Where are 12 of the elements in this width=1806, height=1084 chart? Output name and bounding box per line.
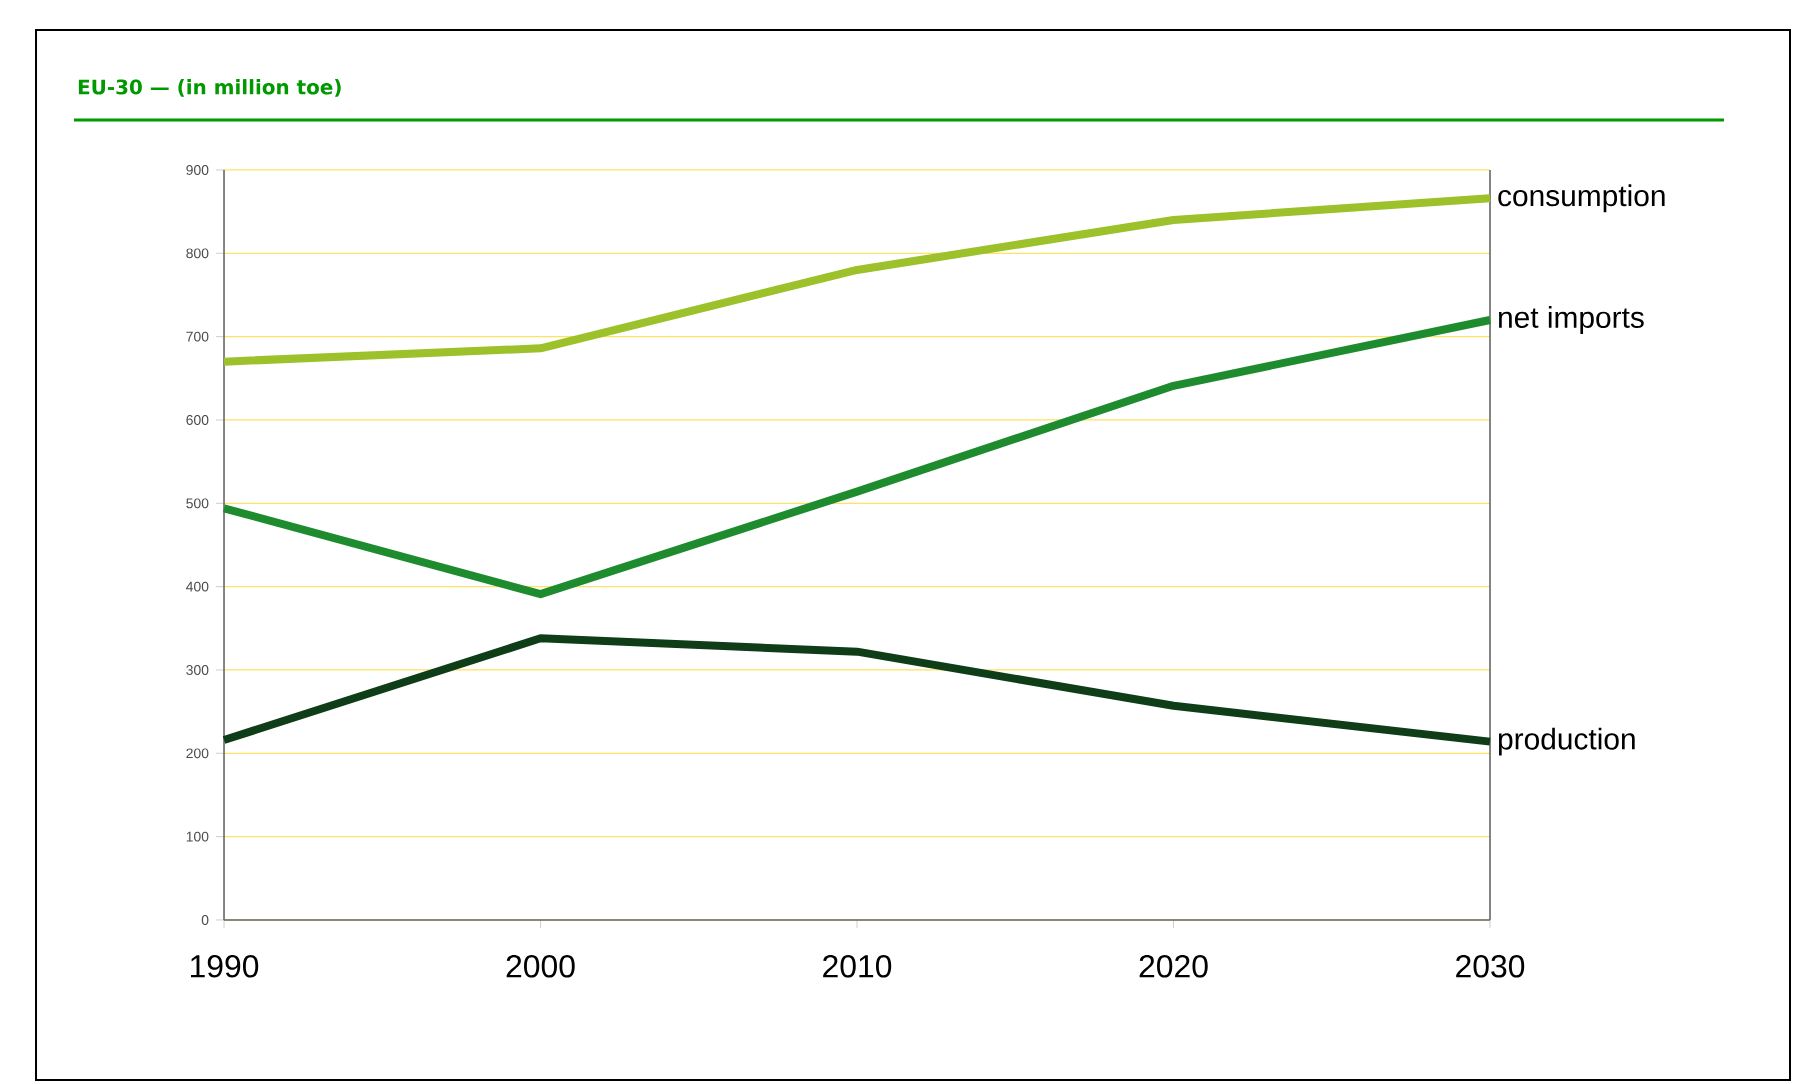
chart-title: EU-30 — (in million toe) (78, 79, 341, 97)
x-tick-label: 2000 (506, 955, 575, 978)
x-tick-label: 2030 (1456, 955, 1525, 978)
line-series (220, 634, 1495, 746)
series-label: consumption (1498, 184, 1665, 213)
x-tick-label: 1990 (190, 955, 259, 978)
series-label: production (1498, 727, 1635, 756)
line-series (220, 315, 1495, 599)
x-tick-label: 2020 (1139, 955, 1208, 978)
line-series (220, 194, 1495, 366)
x-tick-label: 2010 (823, 955, 892, 978)
series-label: net imports (1499, 306, 1644, 334)
